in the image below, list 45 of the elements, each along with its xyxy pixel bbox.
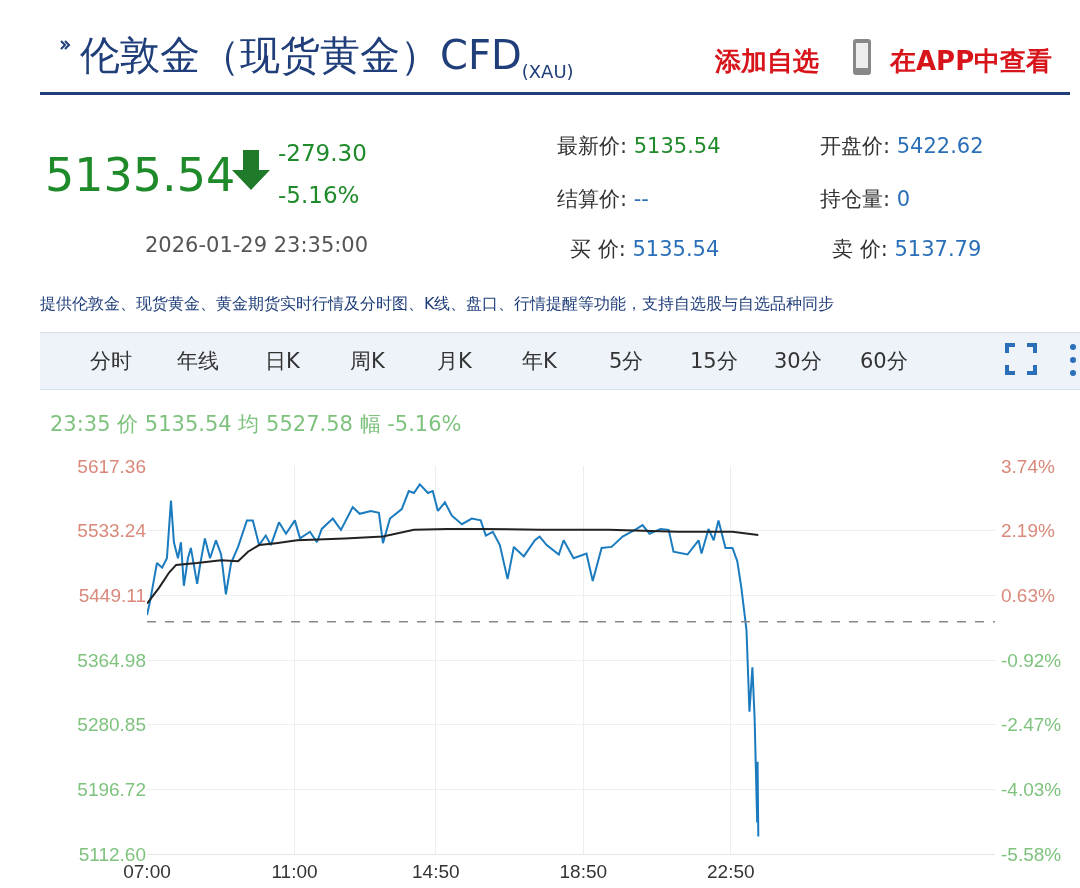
line-series bbox=[147, 483, 760, 838]
y-tick-label: 5533.24 bbox=[77, 520, 147, 542]
text: 2026-01-29 23:35:00 bbox=[145, 233, 369, 257]
y-tick-label: 5617.36 bbox=[77, 455, 146, 477]
x-tick-label: 14:50 bbox=[412, 860, 460, 882]
text: 周K bbox=[350, 348, 385, 375]
line-series bbox=[147, 527, 760, 605]
text: 分时 bbox=[90, 348, 132, 375]
text: 持仓量: 0 bbox=[820, 187, 911, 211]
y2-tick-label: 3.74% bbox=[1001, 456, 1055, 477]
y-tick-label: 5280.85 bbox=[77, 714, 146, 736]
y2-tick-label: -2.47% bbox=[1001, 714, 1062, 735]
text: 年K bbox=[522, 348, 557, 375]
text: 开盘价: 5422.62 bbox=[820, 134, 984, 158]
text: -279.30 bbox=[278, 140, 367, 166]
y2-tick-label: 0.63% bbox=[1001, 585, 1055, 606]
y2-tick-label: -4.03% bbox=[1001, 779, 1062, 800]
text: 卖 价: 5137.79 bbox=[832, 237, 982, 261]
y-tick-label: 5364.98 bbox=[77, 649, 146, 671]
text: 5135.54 bbox=[45, 148, 236, 202]
y2-tick-label: 2.19% bbox=[1001, 520, 1055, 541]
text: 月K bbox=[437, 348, 472, 375]
y-tick-label: 5449.11 bbox=[78, 584, 146, 606]
text: 提供伦敦金、现货黄金、黄金期货实时行情及分时图、K线、盘口、行情提醒等功能，支持自选股与自选品种同步 bbox=[40, 294, 835, 315]
y-tick-label: 5196.72 bbox=[77, 778, 146, 800]
text: 15分 bbox=[690, 348, 738, 375]
text: 5分 bbox=[609, 348, 644, 375]
text: -5.16% bbox=[278, 182, 360, 208]
text: 最新价: 5135.54 bbox=[557, 134, 721, 158]
text: 日K bbox=[265, 348, 300, 375]
text: 年线 bbox=[177, 348, 219, 375]
y2-tick-label: -0.92% bbox=[1001, 650, 1062, 671]
text: 添加自选 bbox=[715, 45, 819, 78]
x-tick-label: 22:50 bbox=[707, 860, 755, 882]
x-tick-label: 18:50 bbox=[559, 860, 608, 882]
text: 23:35 价 5135.54 均 5527.58 幅 -5.16% bbox=[50, 411, 462, 438]
x-tick-label: 11:00 bbox=[271, 860, 318, 882]
text: 在APP中查看 bbox=[890, 45, 1053, 78]
chart-title: 伦敦金（现货黄金）CFD$_{(XAU)}$ bbox=[80, 31, 574, 83]
text: 买 价: bbox=[570, 237, 626, 261]
text: 结算价: -- bbox=[557, 187, 649, 211]
text: 5135.54 bbox=[631, 237, 720, 261]
text: 60分 bbox=[860, 348, 908, 375]
text: 30分 bbox=[774, 348, 822, 375]
y2-tick-label: -5.58% bbox=[1001, 844, 1062, 865]
